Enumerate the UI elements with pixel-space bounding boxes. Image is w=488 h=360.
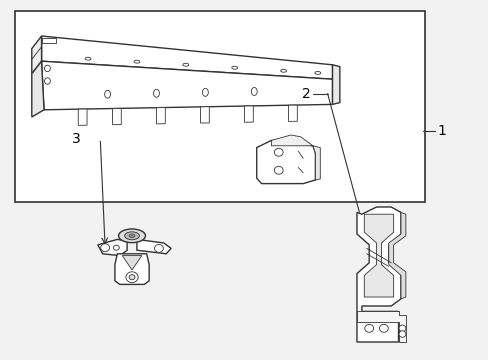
Polygon shape: [122, 256, 142, 270]
Text: 1: 1: [437, 125, 446, 138]
Ellipse shape: [314, 71, 320, 74]
Polygon shape: [364, 214, 393, 297]
Ellipse shape: [44, 65, 50, 72]
Polygon shape: [41, 36, 332, 79]
Bar: [15, 11, 425, 202]
Polygon shape: [115, 254, 149, 284]
Ellipse shape: [124, 232, 139, 240]
Polygon shape: [200, 107, 209, 123]
Ellipse shape: [398, 331, 405, 337]
Polygon shape: [137, 239, 171, 254]
Ellipse shape: [119, 229, 145, 243]
Ellipse shape: [113, 245, 119, 250]
Polygon shape: [356, 207, 400, 342]
Ellipse shape: [129, 234, 135, 238]
Text: 3: 3: [72, 132, 81, 145]
Ellipse shape: [44, 78, 50, 84]
Polygon shape: [78, 109, 87, 125]
Ellipse shape: [274, 166, 283, 174]
Ellipse shape: [104, 90, 110, 98]
Ellipse shape: [379, 324, 387, 332]
Polygon shape: [32, 61, 44, 117]
Polygon shape: [312, 146, 320, 180]
Ellipse shape: [183, 63, 188, 66]
Polygon shape: [271, 135, 312, 146]
Ellipse shape: [251, 87, 257, 95]
Ellipse shape: [202, 89, 208, 96]
Polygon shape: [41, 61, 332, 110]
Ellipse shape: [274, 148, 283, 156]
Ellipse shape: [129, 275, 135, 280]
Polygon shape: [32, 36, 41, 74]
Ellipse shape: [134, 60, 140, 63]
Polygon shape: [41, 38, 56, 43]
Polygon shape: [256, 140, 315, 184]
Polygon shape: [356, 311, 405, 342]
Polygon shape: [244, 106, 253, 122]
Polygon shape: [156, 108, 165, 124]
Polygon shape: [332, 65, 339, 104]
Polygon shape: [98, 239, 127, 256]
Ellipse shape: [85, 57, 91, 60]
Text: 2: 2: [301, 87, 310, 100]
Ellipse shape: [153, 89, 159, 97]
Polygon shape: [388, 212, 405, 299]
Ellipse shape: [126, 272, 138, 283]
Polygon shape: [112, 108, 121, 125]
Polygon shape: [288, 105, 297, 121]
Ellipse shape: [364, 324, 373, 332]
Ellipse shape: [154, 244, 163, 252]
Ellipse shape: [231, 66, 237, 69]
Ellipse shape: [280, 69, 286, 72]
Ellipse shape: [101, 244, 109, 252]
Ellipse shape: [398, 325, 405, 332]
